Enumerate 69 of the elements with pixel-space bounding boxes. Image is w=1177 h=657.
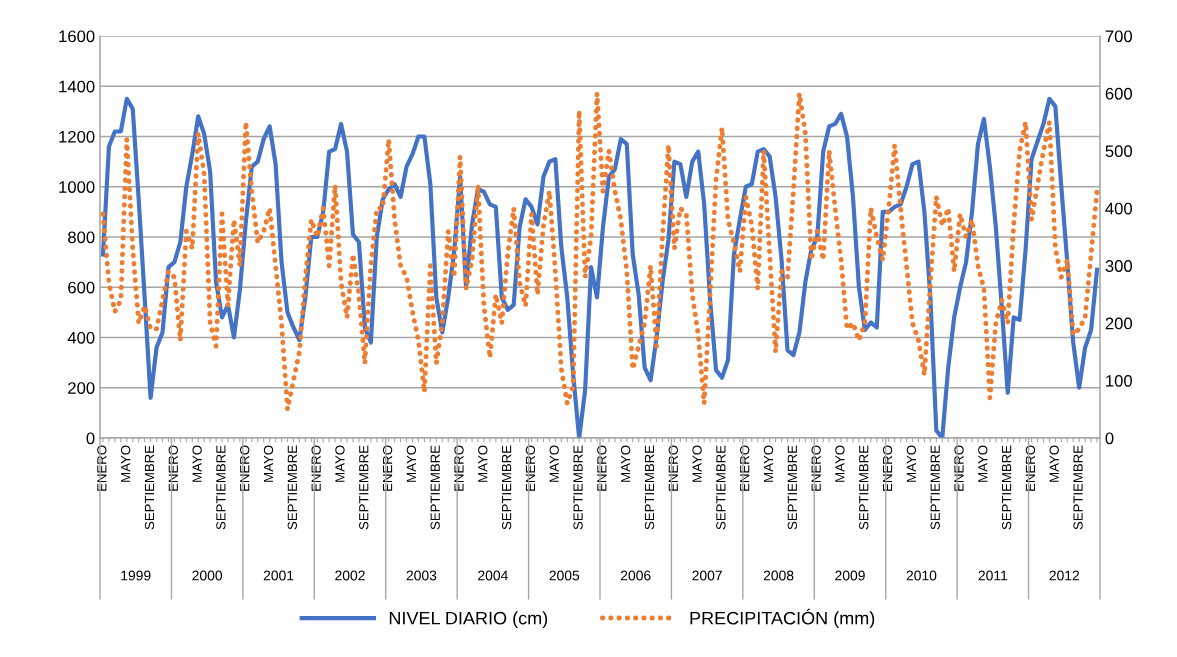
x-tick-label: MAYO	[478, 445, 488, 482]
x-tick-label: ENERO	[740, 445, 750, 491]
x-tick-label: ENERO	[597, 445, 607, 491]
y2-tick-label: 500	[1105, 145, 1133, 158]
x-tick-label: MAYO	[335, 445, 345, 482]
x-tick-label: SEPTIEMBRE	[644, 445, 655, 530]
x-tick-label: MAYO	[692, 445, 702, 482]
x-tick-label: ENERO	[97, 445, 107, 491]
y-tick-label: 0	[86, 432, 95, 445]
x-tick-label: MAYO	[406, 445, 417, 482]
y2-tick-label: 700	[1105, 30, 1133, 43]
text: 2005	[549, 570, 580, 581]
text: 2011	[978, 570, 1008, 581]
y2-tick-label: 200	[1105, 317, 1133, 330]
text: 2002	[335, 570, 365, 581]
x-tick-label: SEPTIEMBRE	[501, 445, 512, 530]
y-tick-label: 1200	[59, 130, 95, 143]
y-tick-label: 200	[68, 382, 95, 394]
x-tick-label: ENERO	[454, 445, 464, 491]
x-tick-label: SEPTIEMBRE	[573, 445, 583, 530]
x-tick-label: SEPTIEMBRE	[430, 445, 440, 530]
x-tick-label: SEPTIEMBRE	[216, 445, 226, 530]
y-tick-label: 400	[67, 331, 95, 344]
y2-tick-label: 400	[1105, 202, 1133, 215]
x-tick-label: MAYO	[192, 445, 202, 482]
y-tick-label: 1600	[59, 30, 95, 43]
text: 2000	[192, 570, 223, 581]
legend-label: NIVEL DIARIO (cm)	[389, 611, 548, 629]
x-tick-label: SEPTIEMBRE	[359, 445, 369, 530]
x-tick-label: ENERO	[811, 445, 821, 491]
text: 2004	[478, 570, 508, 581]
x-tick-label: MAYO	[120, 445, 131, 482]
x-tick-label: SEPTIEMBRE	[716, 445, 726, 530]
y2-tick-label: 300	[1105, 260, 1133, 272]
x-tick-label: ENERO	[240, 445, 250, 491]
y-tick-label: 600	[68, 281, 95, 294]
text: 2009	[835, 570, 865, 581]
x-tick-label: SEPTIEMBRE	[787, 445, 797, 530]
x-tick-label: SEPTIEMBRE	[859, 445, 869, 530]
text: 2006	[620, 570, 651, 581]
x-tick-label: MAYO	[620, 445, 631, 482]
text: 2012	[1049, 570, 1080, 581]
x-tick-label: SEPTIEMBRE	[930, 445, 940, 530]
x-tick-label: SEPTIEMBRE	[287, 445, 297, 530]
text: 2003	[406, 570, 437, 581]
x-tick-label: ENERO	[311, 445, 321, 491]
x-tick-label: ENERO	[954, 445, 964, 491]
x-tick-label: MAYO	[549, 445, 559, 482]
x-tick-label: SEPTIEMBRE	[144, 445, 155, 530]
y2-tick-label: 0	[1105, 432, 1114, 445]
text: 2007	[692, 570, 722, 581]
text: 2001	[263, 570, 294, 581]
y2-tick-label: 100	[1106, 374, 1133, 387]
x-tick-label: MAYO	[1049, 445, 1059, 482]
y-tick-label: 800	[68, 231, 95, 244]
x-tick-label: MAYO	[906, 445, 917, 482]
text: 2008	[763, 570, 794, 581]
text: 2010	[906, 570, 937, 581]
x-tick-label: SEPTIEMBRE	[1073, 445, 1083, 530]
text: 1999	[121, 570, 151, 581]
legend-label: PRECIPITACIÓN (mm)	[690, 608, 875, 629]
y-tick-label: 1000	[59, 181, 95, 193]
x-tick-label: MAYO	[263, 445, 274, 482]
y-tick-label: 1400	[59, 80, 95, 93]
x-tick-label: MAYO	[978, 445, 988, 482]
x-tick-label: SEPTIEMBRE	[1001, 445, 1012, 530]
x-tick-label: MAYO	[835, 445, 845, 482]
x-tick-label: MAYO	[763, 445, 774, 482]
y2-tick-label: 600	[1105, 87, 1133, 100]
